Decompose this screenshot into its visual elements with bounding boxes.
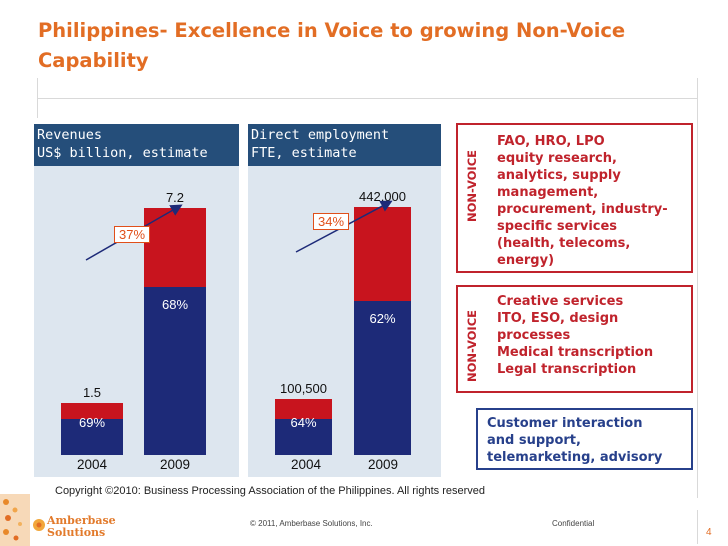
employment-chart-title: Direct employment <box>251 127 390 143</box>
nonvoice-label-1: NON-VOICE <box>465 149 479 222</box>
service-line: telemarketing, advisory <box>487 450 663 465</box>
company-logo-icon <box>33 519 45 531</box>
service-line: management, <box>497 185 599 200</box>
service-line: procurement, industry- <box>497 202 668 217</box>
footer-copyright: © 2011, Amberbase Solutions, Inc. <box>250 519 373 528</box>
service-line: (health, telecoms, <box>497 236 631 251</box>
service-line: Legal transcription <box>497 362 637 377</box>
nonvoice-label-2: NON-VOICE <box>465 309 479 382</box>
revenues-bar-2004-nonvoice <box>61 403 123 420</box>
revenues-share-2004: 69% <box>78 415 106 430</box>
revenues-year-2004: 2004 <box>76 457 108 472</box>
revenues-share-2009: 68% <box>161 296 189 312</box>
service-line: and support, <box>487 433 581 448</box>
footer-confidential: Confidential <box>552 519 595 528</box>
employment-share-2009: 62% <box>369 311 396 327</box>
company-name-line1: Amberbase <box>47 514 116 527</box>
service-line: ITO, ESO, design <box>497 311 619 326</box>
employment-year-2004: 2004 <box>290 457 322 472</box>
page-title: Philippines- Excellence in Voice to grow… <box>38 19 626 72</box>
employment-bar-2009-voice <box>354 301 411 455</box>
employment-bar-2004-nonvoice <box>275 398 332 419</box>
nonvoice-services-list-1: FAO, HRO, LPO equity research, analytics… <box>497 133 668 269</box>
nonvoice-services-box-2 <box>456 285 693 393</box>
revenues-bar-2004-voice <box>61 419 123 455</box>
employment-share-2004: 64% <box>290 415 317 430</box>
employment-chart-header: Direct employment FTE, estimate <box>248 124 441 166</box>
employment-growth-badge: 34% <box>313 213 349 230</box>
employment-year-2009: 2009 <box>367 457 399 472</box>
service-line: processes <box>497 328 571 343</box>
service-line: analytics, supply <box>497 168 621 183</box>
service-line: equity research, <box>497 151 617 166</box>
service-line: FAO, HRO, LPO <box>497 134 605 149</box>
employment-chart-subtitle: FTE, estimate <box>251 145 357 161</box>
service-line: Medical transcription <box>497 345 654 360</box>
employment-bar-2004-voice <box>275 418 332 455</box>
service-line: Creative services <box>497 294 624 309</box>
employment-value-2009: 442,000 <box>359 188 406 204</box>
company-name-line2: Solutions <box>47 526 106 539</box>
revenues-year-2009: 2009 <box>159 457 191 472</box>
source-note: Copyright ©2010: Business Processing Ass… <box>55 485 485 497</box>
revenues-value-2009: 7.2 <box>165 189 185 205</box>
revenues-bar-2009-voice <box>144 286 206 455</box>
service-line: energy) <box>497 253 555 268</box>
nonvoice-services-list-2: Creative services ITO, ESO, design proce… <box>497 293 653 378</box>
voice-services-list: Customer interaction and support, telema… <box>487 415 662 466</box>
company-logo-text: Amberbase Solutions <box>47 515 116 539</box>
voice-services-box <box>476 408 693 470</box>
service-line: specific services <box>497 219 618 234</box>
page-number: 4 <box>706 527 712 538</box>
divider <box>697 510 698 544</box>
employment-bar-2009-nonvoice <box>354 206 411 302</box>
revenues-value-2004: 1.5 <box>82 385 102 401</box>
employment-value-2004: 100,500 <box>280 380 327 396</box>
revenues-growth-badge: 37% <box>114 226 150 243</box>
service-line: Customer interaction <box>487 416 643 431</box>
nonvoice-services-box-1 <box>456 123 693 273</box>
revenues-chart-header: Revenues US$ billion, estimate <box>34 124 239 166</box>
divider <box>37 98 697 99</box>
divider <box>697 78 698 498</box>
revenues-chart-subtitle: US$ billion, estimate <box>37 145 208 161</box>
decorative-corner-icon <box>0 494 30 546</box>
revenues-chart-title: Revenues <box>37 127 103 143</box>
